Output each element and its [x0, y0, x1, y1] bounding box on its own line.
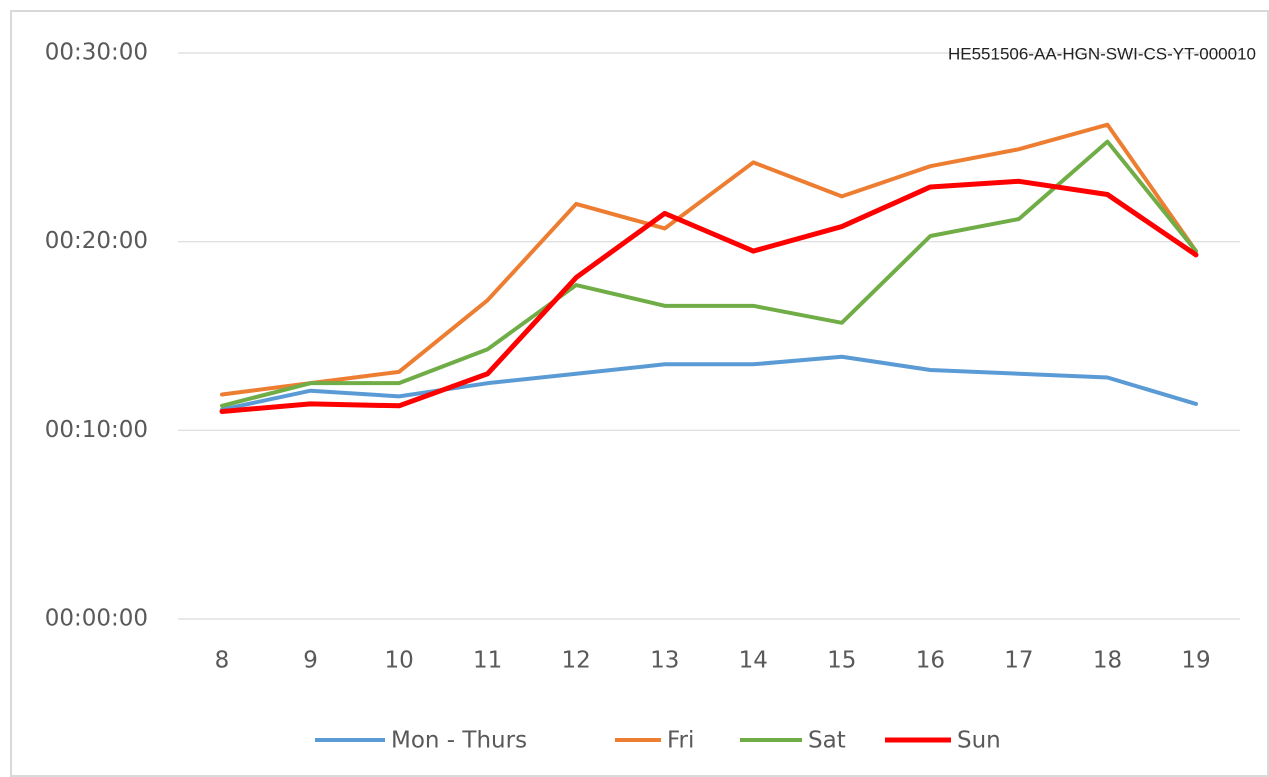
legend-label: Mon - Thurs	[391, 728, 527, 754]
series-line	[220, 122, 1198, 397]
x-tick-label: 8	[215, 648, 230, 674]
x-tick-label: 17	[1004, 648, 1033, 674]
x-tick-label: 10	[384, 648, 413, 674]
legend-label: Fri	[667, 728, 694, 754]
x-tick-label: 14	[739, 648, 768, 674]
series-line	[219, 178, 1199, 414]
y-tick-label: 00:00:00	[45, 606, 148, 632]
series-line	[220, 354, 1198, 412]
x-tick-label: 9	[303, 648, 318, 674]
x-tick-label: 18	[1093, 648, 1122, 674]
y-tick-label: 00:20:00	[45, 228, 148, 254]
legend-label: Sat	[808, 728, 846, 754]
y-tick-label: 00:30:00	[45, 40, 148, 66]
series-line	[220, 139, 1198, 408]
x-tick-label: 16	[916, 648, 945, 674]
chart-border	[10, 10, 1269, 777]
y-tick-label: 00:10:00	[45, 417, 148, 443]
x-tick-label: 11	[473, 648, 502, 674]
x-tick-label: 15	[827, 648, 856, 674]
annotation: HE551506-AA-HGN-SWI-CS-YT-000010	[948, 44, 1256, 63]
x-tick-label: 13	[650, 648, 679, 674]
x-tick-label: 19	[1181, 648, 1210, 674]
x-tick-label: 12	[562, 648, 591, 674]
legend-label: Sun	[957, 728, 1001, 754]
